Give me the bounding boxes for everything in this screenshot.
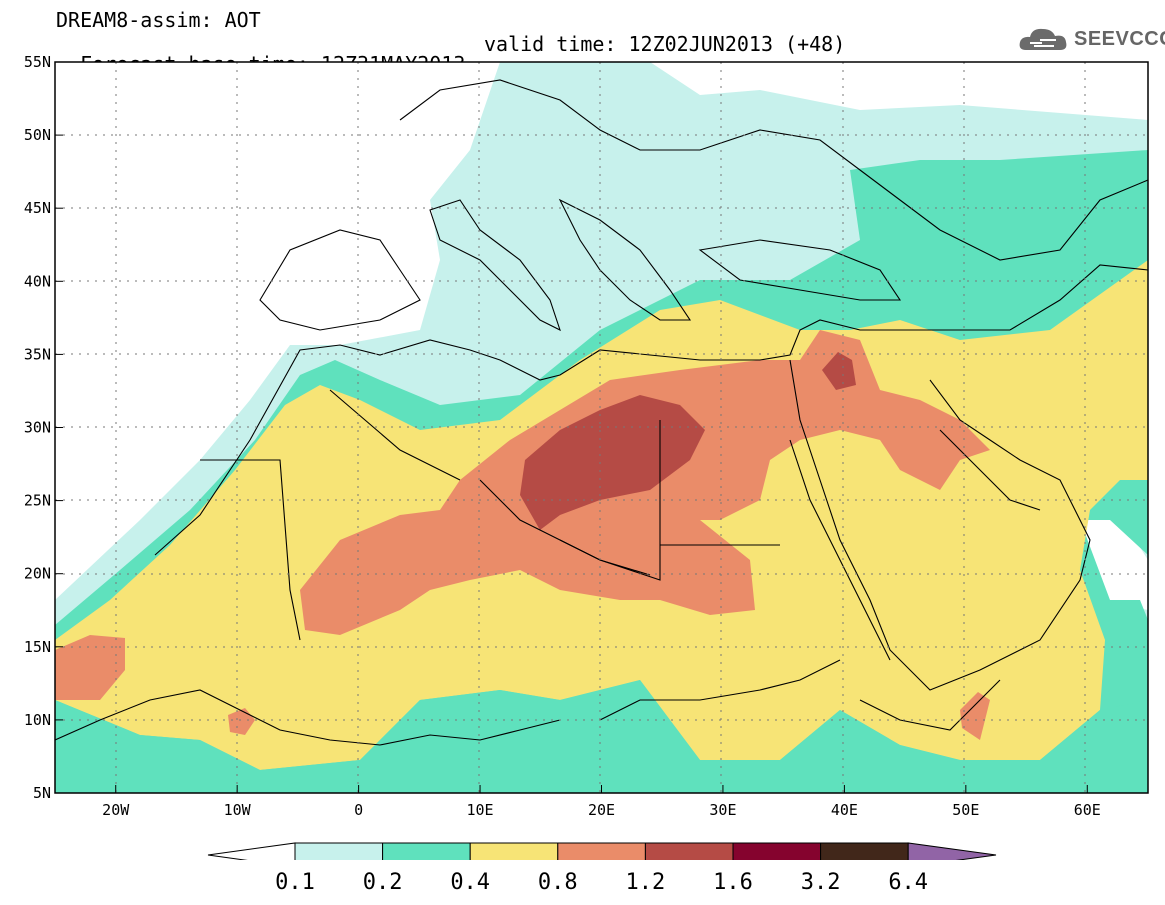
lon-tick-label: 40E bbox=[831, 801, 858, 819]
colorbar-segment bbox=[469, 842, 559, 860]
colorbar-segment bbox=[557, 842, 646, 860]
coastlines bbox=[55, 79, 1148, 746]
aot-band-0-1b bbox=[580, 62, 1148, 150]
graticule bbox=[55, 62, 1148, 793]
lon-axis: 20W 10W 0 10E 20E 30E 40E 50E 60E bbox=[102, 785, 1101, 819]
lat-tick-label: 40N bbox=[24, 272, 51, 290]
lon-tick-label: 10W bbox=[224, 801, 252, 819]
lat-tick-label: 15N bbox=[24, 638, 51, 656]
lat-tick-label: 55N bbox=[24, 53, 51, 71]
aot-band-1-2b bbox=[822, 352, 856, 390]
lon-tick-label: 30E bbox=[709, 801, 736, 819]
lon-tick-label: 10E bbox=[467, 801, 494, 819]
colorbar-low-arrow bbox=[207, 842, 296, 860]
lon-tick-label: 20E bbox=[588, 801, 615, 819]
colorbar-label: 3.2 bbox=[800, 870, 841, 895]
lat-tick-label: 50N bbox=[24, 126, 51, 144]
aot-band-1-2 bbox=[520, 395, 705, 530]
colorbar-label: 1.6 bbox=[713, 870, 753, 895]
lat-tick-label: 5N bbox=[33, 784, 51, 802]
lat-tick-label: 20N bbox=[24, 565, 51, 583]
colorbar-label: 1.2 bbox=[625, 870, 666, 895]
lat-tick-label: 30N bbox=[24, 419, 51, 437]
aot-band-0-8c bbox=[228, 708, 255, 735]
aot-band-0-2c bbox=[55, 680, 1148, 793]
logo-text: SEEVCCC bbox=[1074, 28, 1165, 50]
colorbar-label: 0.2 bbox=[362, 870, 403, 895]
lon-tick-label: 20W bbox=[102, 801, 130, 819]
colorbar-segment bbox=[382, 842, 471, 860]
colorbar-segment bbox=[644, 842, 734, 860]
lat-axis: 55N 50N 45N 40N 35N 30N 25N 20N 15N 10N 5N bbox=[24, 53, 63, 802]
lon-tick-label: 60E bbox=[1074, 801, 1101, 819]
seevccc-logo: SEEVCCC bbox=[1018, 24, 1165, 54]
lon-tick-label: 50E bbox=[952, 801, 979, 819]
colorbar-label: 0.8 bbox=[537, 870, 578, 895]
colorbar-label: 0.4 bbox=[450, 870, 491, 895]
aot-contour-fill bbox=[55, 62, 1148, 793]
colorbar-segment bbox=[294, 842, 384, 860]
aot-band-0-8d bbox=[960, 692, 990, 740]
cloud-icon bbox=[1019, 28, 1067, 50]
colorbar-high-arrow bbox=[907, 842, 997, 860]
lat-tick-label: 35N bbox=[24, 345, 51, 363]
lat-tick-label: 45N bbox=[24, 199, 51, 217]
aot-band-0-8b bbox=[55, 635, 125, 700]
valid-time: valid time: 12Z02JUN2013 (+48) bbox=[484, 32, 846, 56]
colorbar-label: 6.4 bbox=[888, 870, 929, 895]
lat-tick-label: 25N bbox=[24, 492, 51, 510]
colorbar-segment bbox=[820, 842, 909, 860]
colorbar-segment bbox=[732, 842, 822, 860]
map-title: DREAM8-assim: AOT bbox=[56, 8, 261, 32]
aot-map: 20W 10W 0 10E 20E 30E 40E 50E 60E 55N 50N 45N 40N 35… bbox=[24, 53, 1149, 860]
colorbar bbox=[207, 842, 997, 860]
lat-tick-label: 10N bbox=[24, 711, 51, 729]
lon-tick-label: 0 bbox=[354, 801, 363, 819]
colorbar-label: 0.1 bbox=[275, 870, 315, 895]
